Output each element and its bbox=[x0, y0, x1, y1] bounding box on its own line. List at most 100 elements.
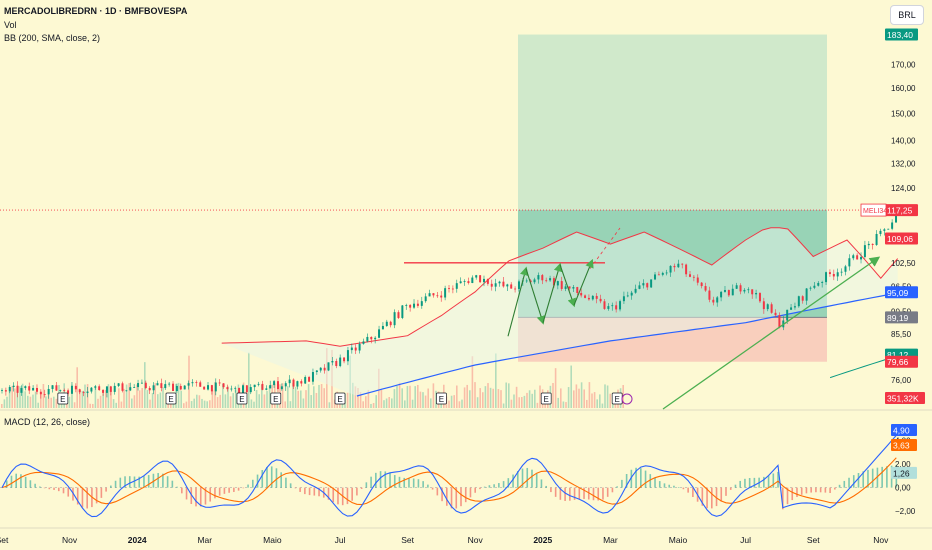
volume-bar bbox=[71, 384, 73, 408]
volume-bar bbox=[370, 403, 372, 408]
macd-histogram-bar bbox=[270, 466, 273, 488]
volume-bar bbox=[404, 400, 406, 408]
macd-histogram-bar bbox=[800, 487, 803, 495]
candle bbox=[90, 387, 93, 392]
candle bbox=[284, 383, 287, 387]
volume-bar bbox=[24, 391, 26, 408]
macd-histogram-bar bbox=[133, 476, 136, 488]
candle bbox=[482, 278, 485, 283]
macd-histogram-bar bbox=[20, 474, 22, 488]
macd-histogram-bar bbox=[540, 479, 543, 488]
macd-histogram-bar bbox=[53, 487, 55, 490]
symbol-title[interactable]: MERCADOLIBREDRN · 1D · BMFBOVESPA bbox=[4, 6, 188, 16]
macd-histogram-bar bbox=[886, 466, 888, 488]
macd-legend[interactable]: MACD (12, 26, close) bbox=[4, 417, 91, 427]
candle bbox=[436, 295, 439, 297]
volume-bar bbox=[367, 389, 370, 408]
volume-bar bbox=[209, 400, 211, 408]
candle bbox=[545, 280, 548, 282]
volume-bar bbox=[424, 395, 427, 408]
candle bbox=[269, 385, 272, 389]
macd-histogram-bar bbox=[86, 487, 88, 509]
candle bbox=[467, 281, 470, 284]
volume-bar bbox=[123, 388, 125, 408]
currency-button[interactable]: BRL bbox=[890, 5, 924, 25]
volume-bar bbox=[409, 385, 411, 408]
macd-histogram-bar bbox=[110, 485, 112, 488]
candle bbox=[249, 387, 252, 393]
candle bbox=[661, 272, 664, 275]
macd-histogram-bar bbox=[668, 484, 671, 488]
volume-bar bbox=[388, 397, 390, 408]
candle bbox=[323, 367, 326, 371]
candle bbox=[253, 384, 256, 388]
volume-bar bbox=[29, 396, 32, 408]
candle bbox=[168, 383, 171, 385]
candle bbox=[856, 255, 859, 260]
candle bbox=[887, 228, 890, 230]
price-axis-tick: 150,00 bbox=[891, 109, 916, 118]
candle bbox=[32, 387, 35, 391]
macd-histogram-bar bbox=[635, 467, 637, 488]
macd-histogram-bar bbox=[734, 484, 737, 488]
candle bbox=[708, 290, 711, 300]
volume-legend[interactable]: Vol bbox=[4, 20, 17, 30]
volume-bar bbox=[250, 399, 253, 408]
macd-histogram-bar bbox=[479, 487, 481, 490]
volume-bar bbox=[177, 382, 180, 408]
volume-bar bbox=[310, 395, 312, 408]
macd-histogram-bar bbox=[654, 477, 656, 488]
bollinger-middle-line bbox=[356, 292, 898, 397]
macd-histogram-bar bbox=[289, 483, 292, 488]
volume-bar bbox=[19, 386, 21, 408]
volume-bar bbox=[508, 383, 510, 408]
price-axis-label-bg bbox=[885, 311, 918, 324]
candle bbox=[374, 337, 377, 340]
volume-bar bbox=[495, 353, 497, 408]
macd-histogram-bar bbox=[824, 487, 827, 493]
earnings-marker bbox=[334, 392, 346, 405]
candle bbox=[4, 390, 7, 392]
pattern-arrow bbox=[542, 262, 563, 323]
candle bbox=[704, 286, 707, 291]
candle bbox=[140, 382, 143, 384]
candle bbox=[875, 233, 878, 245]
candle bbox=[677, 263, 680, 268]
candle bbox=[335, 360, 338, 367]
volume-bar bbox=[125, 384, 128, 408]
macd-histogram-bar bbox=[76, 487, 79, 505]
macd-histogram-bar bbox=[564, 487, 566, 501]
volume-bar bbox=[456, 385, 458, 408]
candle bbox=[692, 276, 695, 278]
macd-histogram-bar bbox=[871, 468, 874, 488]
time-axis-label: Nov bbox=[62, 535, 78, 545]
candle bbox=[428, 293, 431, 297]
macd-histogram-bar bbox=[393, 475, 396, 488]
candle bbox=[821, 282, 824, 283]
candle bbox=[638, 285, 641, 289]
candle bbox=[24, 386, 27, 389]
macd-histogram-bar bbox=[573, 487, 576, 500]
candle bbox=[241, 385, 244, 396]
candle bbox=[210, 385, 213, 392]
earnings-marker-label: E bbox=[337, 395, 342, 404]
candle bbox=[490, 283, 493, 287]
bollinger-legend[interactable]: BB (200, SMA, close, 2) bbox=[4, 33, 101, 43]
candle bbox=[479, 275, 482, 283]
macd-histogram-bar bbox=[621, 479, 623, 488]
candle bbox=[226, 387, 229, 390]
macd-histogram-bar bbox=[715, 487, 718, 507]
candle bbox=[304, 377, 307, 384]
macd-histogram-bar bbox=[876, 467, 879, 488]
volume-bar bbox=[76, 367, 78, 408]
volume-bar bbox=[352, 382, 354, 408]
candle bbox=[883, 229, 886, 231]
ticker-tag: MELI34 bbox=[863, 208, 887, 215]
candle bbox=[385, 321, 388, 326]
macd-histogram-bar bbox=[57, 487, 60, 492]
volume-bar bbox=[521, 397, 523, 408]
candle bbox=[362, 341, 365, 344]
candle bbox=[603, 301, 606, 309]
